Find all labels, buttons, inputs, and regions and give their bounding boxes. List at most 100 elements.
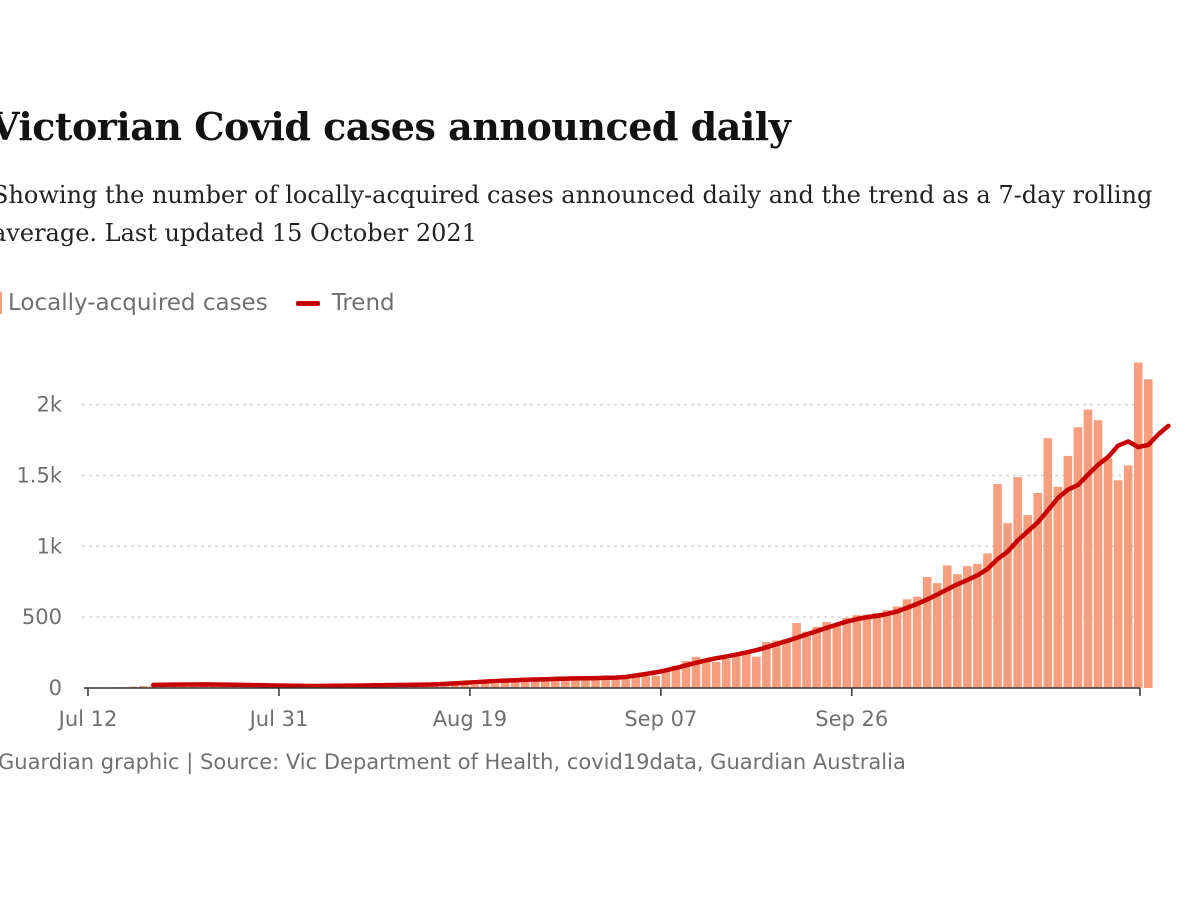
x-tick-label: Jul 12 <box>57 707 118 731</box>
legend-label-cases: Locally-acquired cases <box>8 290 268 316</box>
case-bar <box>691 656 701 688</box>
case-bar <box>792 622 801 688</box>
case-bar <box>922 577 932 688</box>
case-bar <box>1113 480 1123 688</box>
legend-swatch-cases <box>0 292 2 314</box>
case-bar <box>842 617 852 688</box>
case-bar <box>520 680 530 688</box>
case-bar <box>701 661 711 688</box>
case-bar <box>802 631 811 688</box>
case-bar <box>591 677 600 688</box>
chart-title: Victorian Covid cases announced daily <box>0 104 791 149</box>
case-bar <box>973 563 982 688</box>
case-bar <box>611 676 620 688</box>
case-bar <box>510 681 520 688</box>
case-bar <box>711 661 721 688</box>
case-bar <box>772 640 781 688</box>
y-tick-label: 0 <box>49 676 62 700</box>
x-tick-label: Sep 07 <box>624 707 697 731</box>
case-bar <box>832 624 842 688</box>
case-bar <box>1033 492 1043 688</box>
case-bar <box>882 610 892 688</box>
case-bar <box>450 684 460 688</box>
case-bar <box>169 685 178 688</box>
chart-subtitle: Showing the number of locally-acquired c… <box>0 176 1200 252</box>
subtitle-line-2: average. Last updated 15 October 2021 <box>0 219 477 247</box>
case-bar <box>490 683 500 688</box>
case-bar <box>902 599 912 688</box>
case-bar <box>179 685 188 688</box>
bars-layer <box>88 362 1153 688</box>
case-bar <box>440 684 450 688</box>
case-bar <box>671 665 681 688</box>
case-bar <box>892 606 902 688</box>
case-bar <box>480 683 490 688</box>
chart-plot: 0 500 1k 1.5k 2k Jul 12 Jul 31 Aug 19 Sep 07 Sep … <box>16 362 1171 731</box>
x-tick-label: Sep 26 <box>815 707 888 731</box>
case-bar <box>872 612 882 688</box>
legend-label-trend: Trend <box>331 290 395 316</box>
case-bar <box>852 615 862 688</box>
case-bar <box>581 677 590 688</box>
case-bar <box>500 682 510 688</box>
case-bar <box>912 596 922 688</box>
case-bar <box>1073 427 1083 688</box>
case-bar <box>1003 523 1012 688</box>
case-bar <box>932 583 942 688</box>
grid-layer <box>82 403 1140 618</box>
case-bar <box>460 684 470 688</box>
case-bar <box>229 686 239 688</box>
x-tick-label: Jul 31 <box>248 707 309 731</box>
case-bar <box>601 676 610 688</box>
case-bar <box>1133 362 1143 688</box>
case-bar <box>1123 465 1133 688</box>
chart-legend: Locally-acquired cases Trend <box>0 287 395 319</box>
case-bar <box>721 658 731 688</box>
case-bar <box>822 622 831 688</box>
case-bar <box>942 565 952 688</box>
chart-source: Guardian graphic | Source: Vic Departmen… <box>0 750 906 774</box>
case-bar <box>1063 455 1073 688</box>
case-bar <box>983 553 992 688</box>
case-bar <box>752 656 761 688</box>
case-bar <box>561 678 570 688</box>
case-bar <box>1023 515 1032 688</box>
case-bar <box>1093 420 1103 688</box>
trend-line <box>151 423 1171 689</box>
case-bar <box>470 684 480 688</box>
case-bar <box>540 679 550 688</box>
case-bar <box>1053 486 1063 688</box>
y-tick-label: 1k <box>36 534 62 558</box>
case-bar <box>862 614 872 688</box>
case-bar <box>741 652 751 688</box>
case-bar <box>963 566 972 688</box>
subtitle-line-1: Showing the number of locally-acquired c… <box>0 181 1153 209</box>
y-tick-label: 1.5k <box>16 463 62 487</box>
case-bar <box>621 676 630 688</box>
case-bar <box>209 686 218 688</box>
y-tick-label: 2k <box>36 393 62 417</box>
trend-line-layer <box>151 423 1171 689</box>
case-bar <box>1043 438 1053 688</box>
case-bar <box>530 680 540 688</box>
case-bar <box>651 675 661 688</box>
case-bar <box>551 678 560 688</box>
legend-swatch-trend <box>295 300 320 306</box>
case-bar <box>953 574 962 688</box>
case-bar <box>661 671 671 688</box>
case-bar <box>681 660 691 688</box>
case-bar <box>1083 409 1093 688</box>
case-bar <box>199 686 208 688</box>
case-bar <box>631 676 641 688</box>
case-bar <box>138 686 148 688</box>
case-bar <box>571 677 580 688</box>
case-bar <box>1143 379 1153 688</box>
case-bar <box>1013 477 1022 688</box>
case-bar <box>993 483 1002 688</box>
case-bar <box>731 653 741 688</box>
case-bar <box>762 642 771 688</box>
axis-layer: 0 500 1k 1.5k 2k Jul 12 Jul 31 Aug 19 Sep 07 Sep … <box>16 393 1141 731</box>
y-tick-label: 500 <box>22 605 62 629</box>
case-bar <box>812 626 821 688</box>
case-bar <box>782 639 791 688</box>
